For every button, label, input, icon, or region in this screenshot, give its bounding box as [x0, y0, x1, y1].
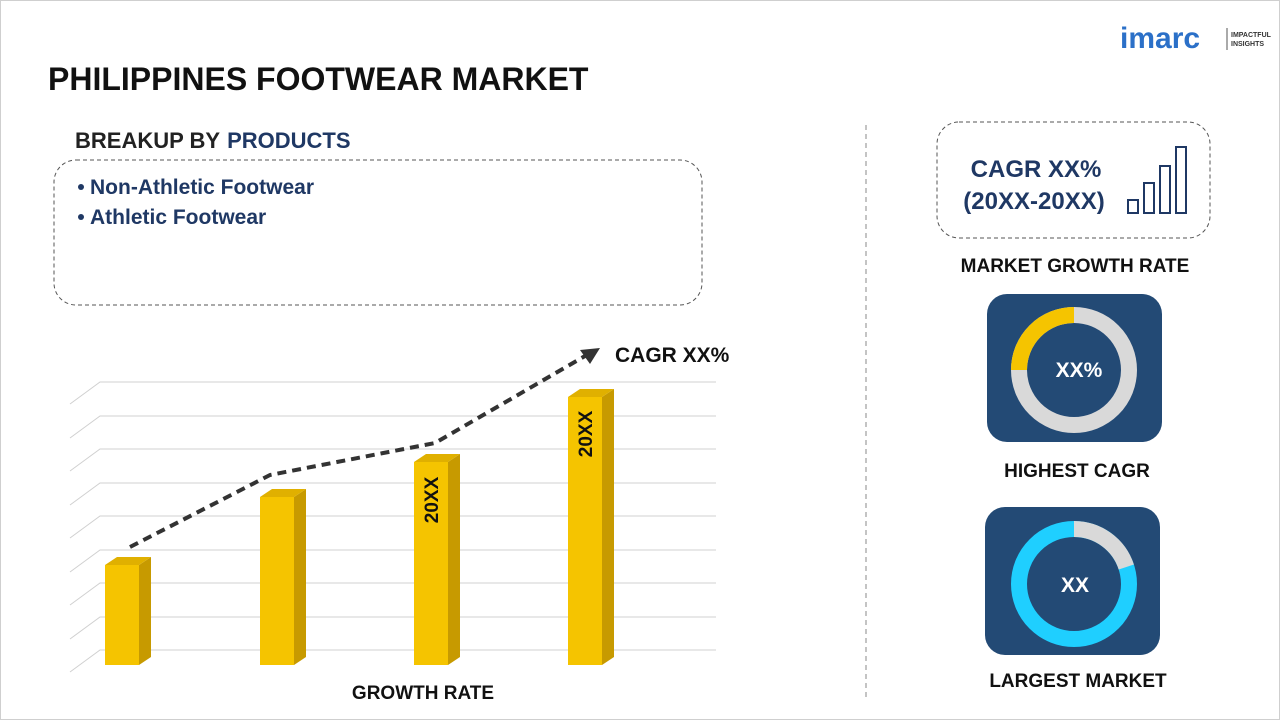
bar [105, 557, 151, 665]
axis-label: GROWTH RATE [352, 683, 494, 704]
cagr-text: CAGR XX% [971, 156, 1102, 183]
bar [568, 389, 614, 665]
logo-brand: imarc [1120, 22, 1200, 55]
bar [260, 489, 306, 665]
cagr-period: (20XX-20XX) [963, 188, 1104, 215]
trend-label: CAGR XX% [615, 344, 730, 367]
logo-tagline: IMPACTFUL [1231, 32, 1272, 39]
growth-icon [1127, 146, 1187, 214]
card-caption: MARKET GROWTH RATE [961, 256, 1190, 277]
donut-value: XX [1061, 574, 1089, 597]
cagr-card [936, 121, 1211, 239]
bar [414, 454, 460, 665]
breakup-label: BREAKUP BY [75, 128, 220, 153]
bullet [78, 214, 84, 220]
page-title: PHILIPPINES FOOTWEAR MARKET [48, 61, 589, 97]
bar-label: 20XX [576, 410, 597, 457]
bars [105, 389, 614, 665]
logo-tagline: INSIGHTS [1231, 41, 1264, 48]
breakup-box [53, 159, 703, 306]
bullet [78, 184, 84, 190]
bar-label: 20XX [422, 476, 443, 523]
card-caption: LARGEST MARKET [989, 671, 1167, 692]
trend-line [129, 354, 587, 549]
donut-track [1073, 521, 1134, 570]
donut-arc [1011, 307, 1075, 371]
trend-arrow [580, 348, 600, 364]
breakup-dimension: PRODUCTS [227, 128, 350, 153]
breakup-heading: BREAKUP BY PRODUCTS [75, 128, 351, 153]
chart-grid [69, 381, 716, 673]
breakup-item: Athletic Footwear [90, 206, 266, 229]
donut-value: XX% [1056, 359, 1103, 382]
card-caption: HIGHEST CAGR [1004, 461, 1150, 482]
breakup-item: Non-Athletic Footwear [90, 176, 314, 199]
